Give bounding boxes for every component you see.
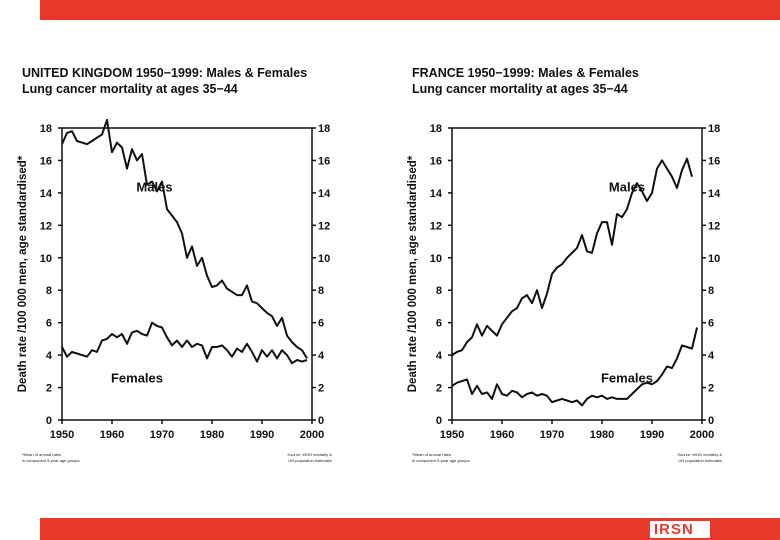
y-tick-label-right: 4 [708, 350, 715, 362]
y-axis-label: Death rate /100 000 men, age standardise… [17, 155, 29, 392]
footnote-right-1: Source: WHO mortality & [677, 452, 722, 457]
chart-title: FRANCE 1950−1999: Males & Females [412, 66, 639, 80]
top-accent-bar [40, 0, 780, 20]
y-tick-label-left: 0 [436, 415, 442, 427]
y-tick-label-right: 18 [318, 123, 330, 135]
y-tick-label-right: 14 [318, 188, 331, 200]
y-tick-label-left: 8 [46, 285, 52, 297]
y-tick-label-left: 16 [40, 155, 52, 167]
y-tick-label-left: 10 [430, 253, 442, 265]
y-tick-label-left: 4 [46, 350, 53, 362]
x-tick-label: 1990 [640, 429, 664, 441]
y-tick-label-left: 6 [46, 318, 52, 330]
y-tick-label-right: 8 [708, 285, 714, 297]
x-tick-label: 1950 [440, 429, 464, 441]
footnote-left-1: *Mean of annual rates [22, 452, 61, 457]
y-tick-label-left: 12 [40, 220, 52, 232]
series-label-females: Females [111, 371, 163, 386]
uk-chart: UNITED KINGDOM 1950−1999: Males & Female… [17, 66, 332, 463]
irsn-logo: IRSN [650, 521, 710, 538]
y-tick-label-right: 10 [708, 253, 720, 265]
y-tick-label-left: 16 [430, 155, 442, 167]
x-tick-label: 1960 [100, 429, 124, 441]
x-tick-label: 1950 [50, 429, 74, 441]
y-tick-label-left: 6 [436, 318, 442, 330]
footnote-right-2: UN population estimates [678, 458, 722, 463]
plot-frame [451, 127, 703, 421]
x-tick-label: 1970 [540, 429, 564, 441]
y-tick-label-right: 12 [708, 220, 720, 232]
y-tick-label-left: 10 [40, 253, 52, 265]
series-label-males: Males [136, 179, 172, 194]
y-tick-label-right: 8 [318, 285, 324, 297]
x-tick-label: 2000 [690, 429, 714, 441]
chart-subtitle: Lung cancer mortality at ages 35−44 [22, 82, 238, 96]
y-tick-label-right: 2 [318, 383, 324, 395]
footnote-left-2: in component 5-year age groups [412, 458, 470, 463]
y-tick-label-left: 14 [430, 188, 443, 200]
series-line-females [61, 321, 308, 365]
series-line-males [61, 118, 308, 359]
y-tick-label-right: 0 [318, 415, 324, 427]
chart-subtitle: Lung cancer mortality at ages 35−44 [412, 82, 628, 96]
y-tick-label-right: 14 [708, 188, 721, 200]
y-tick-label-right: 16 [318, 155, 330, 167]
chart-title: UNITED KINGDOM 1950−1999: Males & Female… [22, 66, 307, 80]
y-tick-label-left: 12 [430, 220, 442, 232]
y-tick-label-right: 2 [708, 383, 714, 395]
x-tick-label: 1960 [490, 429, 514, 441]
plot-frame [61, 127, 313, 421]
y-tick-label-left: 0 [46, 415, 52, 427]
series-line-females [451, 327, 698, 407]
logo-text: IRSN [654, 521, 694, 538]
france-chart: FRANCE 1950−1999: Males & Females Lung ca… [407, 66, 722, 463]
series-label-females: Females [601, 371, 653, 386]
y-tick-label-left: 2 [436, 383, 442, 395]
footnote-left-1: *Mean of annual rates [412, 452, 451, 457]
x-tick-label: 1980 [590, 429, 614, 441]
y-tick-label-left: 2 [46, 383, 52, 395]
x-tick-label: 2000 [300, 429, 324, 441]
y-tick-label-left: 14 [40, 188, 53, 200]
y-tick-label-right: 6 [318, 318, 324, 330]
footnote-right-2: UN population estimates [288, 458, 332, 463]
x-tick-label: 1970 [150, 429, 174, 441]
y-tick-label-left: 8 [436, 285, 442, 297]
y-tick-label-right: 16 [708, 155, 720, 167]
y-axis-label: Death rate /100 000 men, age standardise… [407, 155, 419, 392]
y-tick-label-left: 18 [40, 123, 52, 135]
y-tick-label-right: 0 [708, 415, 714, 427]
footnote-left-2: in component 5-year age groups [22, 458, 80, 463]
y-tick-label-right: 6 [708, 318, 714, 330]
y-tick-label-right: 10 [318, 253, 330, 265]
footnote-right-1: Source: WHO mortality & [287, 452, 332, 457]
series-line-males [451, 157, 693, 356]
bottom-accent-bar [40, 518, 780, 540]
y-tick-label-right: 12 [318, 220, 330, 232]
y-tick-label-left: 4 [436, 350, 443, 362]
x-tick-label: 1990 [250, 429, 274, 441]
y-tick-label-right: 18 [708, 123, 720, 135]
y-tick-label-left: 18 [430, 123, 442, 135]
y-tick-label-right: 4 [318, 350, 325, 362]
x-tick-label: 1980 [200, 429, 224, 441]
series-label-males: Males [609, 179, 645, 194]
